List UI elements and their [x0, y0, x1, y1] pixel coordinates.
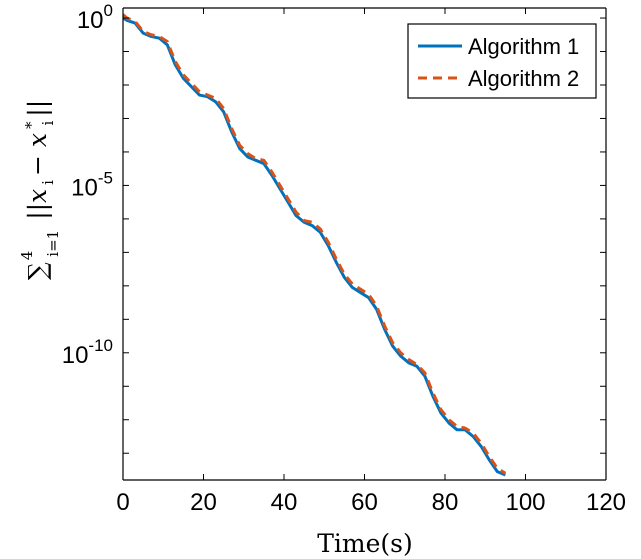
y-label-lower: i=1 — [44, 230, 62, 257]
y-label-expression: ||x — [23, 189, 53, 220]
x-tick-label: 40 — [271, 489, 298, 516]
y-tick-label: 100 — [77, 1, 113, 34]
y-label-star-sub: i — [39, 121, 57, 126]
y-label-close: || — [23, 100, 53, 117]
y-label-sum: ∑ — [23, 262, 52, 280]
x-tick-label: 0 — [116, 489, 129, 516]
y-label-minus: − x — [23, 133, 52, 176]
y-tick-label: 10-5 — [71, 168, 113, 201]
legend-label-algorithm-2: Algorithm 2 — [468, 66, 579, 91]
x-axis-label: Time(s) — [317, 529, 413, 558]
x-tick-label: 60 — [351, 489, 378, 516]
series-line-2 — [123, 13, 507, 475]
y-label-upper: 4 — [18, 251, 36, 261]
y-label-star-sup: * — [22, 121, 40, 129]
y-tick-label: 10-10 — [62, 336, 113, 369]
legend-box — [407, 23, 597, 99]
x-tick-label: 80 — [432, 489, 459, 516]
svg-text:∑ 4 i=1 ||x: ∑ 4 i=1 ||x i − x * i || — [18, 100, 62, 280]
y-label-expression-sub: i — [39, 180, 57, 185]
series-layer — [123, 13, 507, 477]
series-line-1 — [123, 16, 506, 477]
x-tick-label: 100 — [505, 489, 545, 516]
legend-label-algorithm-1: Algorithm 1 — [468, 34, 579, 59]
legend: Algorithm 1 Algorithm 2 — [407, 23, 597, 99]
x-tick-label: 20 — [190, 489, 217, 516]
x-tick-label: 120 — [586, 489, 626, 516]
ticks-layer: 0 20 40 60 80 100 120 100 10-5 10-10 — [62, 1, 626, 516]
y-axis-label: ∑ 4 i=1 ||x i − x * i || — [18, 100, 62, 280]
